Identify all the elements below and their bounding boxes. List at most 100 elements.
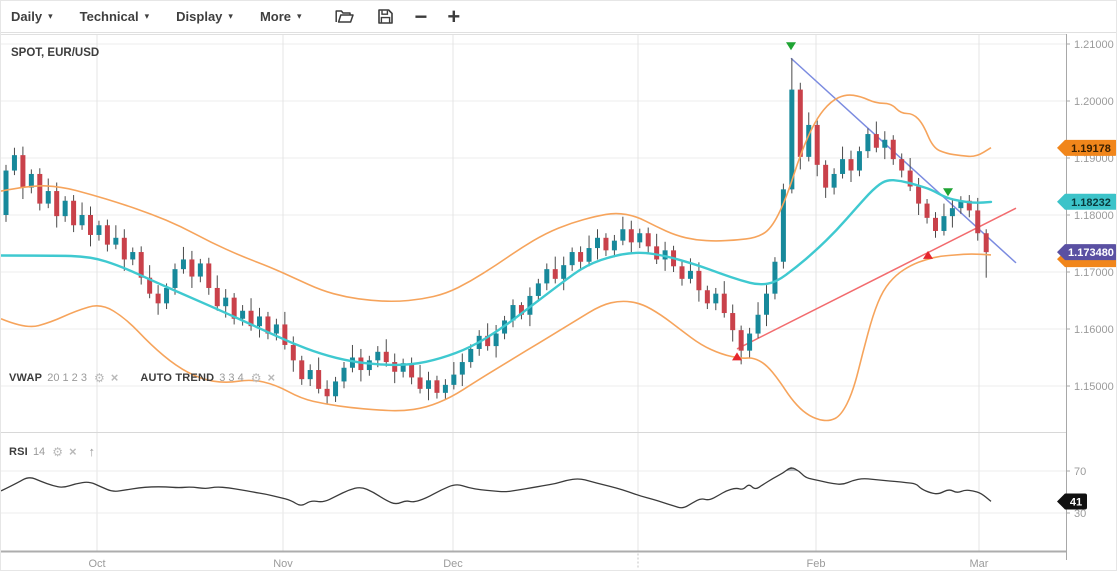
chevron-down-icon: ▾ (297, 11, 302, 21)
candle-body (645, 233, 651, 247)
rsi-legend-params: 14 (32, 445, 46, 458)
candle-body (189, 259, 195, 277)
vwap-remove-icon[interactable]: × (110, 370, 119, 385)
zoom-out-button[interactable]: − (415, 1, 428, 33)
candle-body (248, 310, 254, 327)
candle-body (755, 314, 761, 334)
candle-body (620, 229, 626, 241)
candle-body (941, 216, 947, 231)
candle-body (197, 263, 203, 277)
candle-body (797, 89, 803, 157)
rsi-remove-icon[interactable]: × (68, 443, 77, 459)
candle-body (780, 189, 786, 262)
rsi-collapse-icon[interactable]: ↑ (88, 444, 96, 459)
candle-body (223, 297, 229, 307)
zoom-in-button[interactable]: + (447, 1, 460, 33)
price-axis[interactable]: 1.21000 1.20000 1.19000 1.18000 1.17000 1.160… (1066, 39, 1114, 520)
candle-body (290, 344, 296, 361)
candle-body (958, 200, 964, 209)
vwap-settings-icon[interactable]: ⚙ (93, 371, 105, 385)
candle-body (899, 159, 905, 171)
candle-body (983, 233, 989, 253)
candle-body (831, 173, 837, 188)
candle-body (96, 225, 102, 235)
candle-body (569, 252, 575, 266)
open-chart-button[interactable] (334, 1, 354, 33)
candle-body (299, 360, 305, 380)
price-tick-label: 1.18000 (1074, 210, 1114, 222)
technical-menu-label: Technical (79, 9, 139, 24)
chevron-down-icon: ▾ (48, 11, 53, 21)
price-tick-label: 1.16000 (1074, 324, 1114, 336)
timeframe-menu[interactable]: Daily ▾ (11, 9, 53, 24)
minus-icon: − (414, 3, 428, 29)
candle-body (307, 370, 313, 380)
autotrend-remove-icon[interactable]: × (267, 370, 276, 385)
candle-body (442, 384, 448, 393)
toolbar: Daily ▾ Technical ▾ Display ▾ More ▾ (1, 1, 1116, 33)
vwap-line (1, 178, 993, 367)
candle-body (333, 381, 339, 397)
candle-body (637, 233, 643, 243)
rsi-legend-name: RSI (9, 445, 28, 458)
price-tick-label: 1.20000 (1074, 96, 1114, 108)
price-tick-label: 1.17000 (1074, 267, 1114, 279)
candle-body (873, 134, 879, 148)
overlay-legend: VWAP 20 1 2 3 ⚙ × AUTO TREND 3 3 4 ⚙ × (9, 370, 297, 385)
candle-body (62, 200, 68, 217)
autotrend-settings-icon[interactable]: ⚙ (250, 371, 262, 385)
price-tick-label: 1.19000 (1074, 153, 1114, 165)
vwap-price-badge: 1.18232 (1057, 193, 1116, 210)
candle-body (518, 305, 524, 315)
candle-body (975, 210, 981, 234)
svg-text:1.19178: 1.19178 (1071, 143, 1111, 155)
rsi-line (1, 467, 992, 509)
sell-marker-icon (786, 42, 796, 51)
candle-body (28, 173, 34, 188)
candle-body (611, 240, 617, 251)
buy-marker-icon (923, 250, 933, 259)
rsi-value-badge: 41 (1057, 493, 1087, 510)
candle-body (214, 287, 220, 307)
candle-body (578, 252, 584, 262)
vwap-legend-name: VWAP (9, 372, 43, 384)
rsi-settings-icon[interactable]: ⚙ (52, 444, 63, 459)
plus-icon: + (447, 3, 461, 29)
candle-body (155, 293, 161, 304)
technical-menu[interactable]: Technical ▾ (80, 9, 150, 24)
candle-body (856, 151, 862, 171)
time-axis[interactable]: Oct Nov Dec Feb Mar (88, 553, 989, 571)
candle-body (840, 159, 846, 174)
candle-body (738, 330, 744, 351)
candle-body (147, 277, 153, 294)
candle-body (704, 290, 710, 304)
save-chart-button[interactable] (377, 1, 393, 33)
candle-body (924, 203, 930, 218)
candle-body (823, 164, 829, 188)
month-label: Nov (273, 558, 293, 570)
more-menu-label: More (259, 9, 291, 24)
candle-body (104, 225, 110, 245)
candle-body (400, 363, 406, 372)
candle-body (595, 237, 600, 249)
candle-body (257, 316, 262, 327)
autotrend-legend-params: 3 3 4 (219, 372, 244, 384)
candle-body (654, 246, 660, 260)
more-menu[interactable]: More ▾ (260, 9, 302, 24)
bollinger-lower-line (1, 253, 992, 422)
sell-marker-icon (943, 188, 953, 197)
display-menu[interactable]: Display ▾ (176, 9, 233, 24)
candle-body (510, 305, 516, 321)
candle-body (552, 269, 558, 279)
trend-markers (732, 42, 953, 361)
chevron-down-icon: ▾ (228, 11, 233, 21)
candle-body (451, 374, 457, 385)
candle-body (88, 215, 93, 235)
candle-body (383, 351, 389, 363)
month-label: Mar (970, 558, 989, 570)
candle-body (544, 269, 550, 284)
month-label: Feb (807, 558, 826, 570)
candle-body (764, 293, 769, 315)
candle-body (366, 360, 372, 371)
